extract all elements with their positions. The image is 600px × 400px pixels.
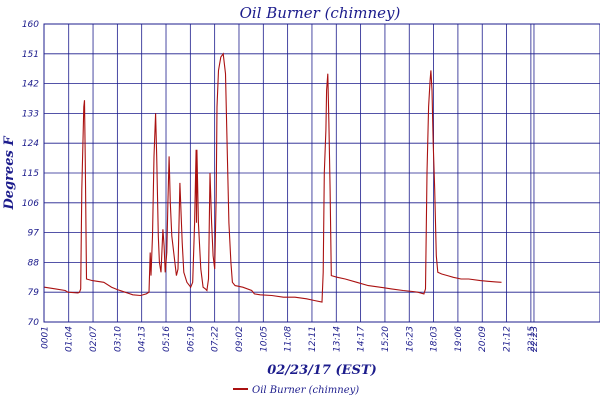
x-tick-label: 02:07 — [89, 326, 99, 352]
x-tick-label: 22:23 — [530, 326, 540, 352]
x-tick-label: 21:12 — [503, 326, 513, 352]
y-axis-label: Degrees F — [2, 136, 17, 211]
x-tick-label: 05:16 — [162, 326, 172, 352]
x-tick-label: 04:13 — [138, 326, 148, 352]
y-tick-label: 97 — [28, 229, 40, 239]
y-tick-label: 151 — [22, 50, 39, 60]
x-tick-label: 07:22 — [211, 326, 221, 352]
y-tick-label: 160 — [22, 20, 39, 30]
y-tick-label: 70 — [28, 318, 40, 328]
chart-title: Oil Burner (chimney) — [240, 4, 401, 22]
y-axis-ticks: 70 79 88 97 106 115 124 133 142 151 160 — [22, 20, 39, 328]
y-tick-label: 115 — [22, 169, 39, 179]
y-tick-label: 88 — [28, 258, 40, 268]
x-tick-label: 15:20 — [381, 326, 391, 352]
y-tick-label: 124 — [22, 139, 39, 149]
series-line-oil-burner — [44, 52, 502, 303]
x-tick-label: 13:14 — [332, 326, 342, 352]
x-tick-label: 16:23 — [405, 326, 415, 352]
legend: Oil Burner (chimney) — [233, 385, 359, 396]
x-tick-label: 20:09 — [478, 326, 488, 352]
x-tick-label: 18:03 — [430, 326, 440, 352]
x-tick-label: 01:04 — [65, 326, 75, 352]
x-tick-label: 10:05 — [259, 326, 269, 352]
x-tick-label: 03:10 — [113, 326, 123, 352]
x-tick-label: 06:19 — [186, 326, 196, 352]
y-tick-label: 142 — [22, 80, 39, 90]
x-tick-label: 19:06 — [454, 326, 464, 352]
x-tick-label: 11:08 — [284, 326, 294, 352]
x-tick-label: 14:17 — [357, 326, 367, 352]
x-axis-ticks: 0001 01:04 02:07 03:10 04:13 05:16 06:19 07:22 0… — [40, 326, 540, 352]
y-tick-label: 79 — [28, 288, 40, 298]
x-tick-label: 12:11 — [308, 326, 318, 352]
x-tick-label: 0001 — [40, 326, 50, 349]
x-tick-label: 09:02 — [235, 326, 245, 352]
legend-label: Oil Burner (chimney) — [252, 385, 359, 396]
y-tick-label: 133 — [22, 109, 39, 119]
x-axis-label: 02/23/17 (EST) — [267, 363, 377, 378]
grid — [44, 24, 600, 322]
x-tick-label: 22:15 — [527, 326, 537, 352]
y-tick-label: 106 — [22, 199, 39, 209]
plot-frame — [43, 23, 600, 323]
